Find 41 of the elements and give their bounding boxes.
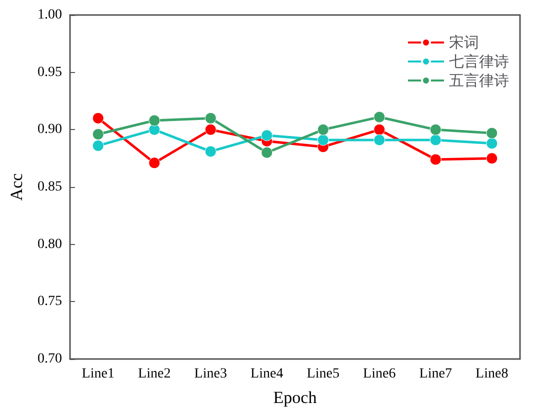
point [92, 140, 104, 152]
point [374, 124, 386, 136]
x-tick-label: Line1 [82, 366, 114, 382]
y-tick-label: 0.80 [38, 236, 62, 252]
y-axis-title: Acc [7, 172, 26, 201]
point [148, 114, 160, 126]
x-tick-label: Line7 [419, 366, 452, 382]
y-tick-label: 0.70 [38, 352, 62, 366]
legend-label: 七言律诗 [449, 52, 509, 70]
y-tick-label: 1.00 [38, 8, 62, 22]
y-tick-label: 0.85 [38, 180, 62, 194]
point [92, 128, 104, 140]
x-tick-label: Line8 [476, 366, 508, 382]
point [92, 112, 104, 124]
point [204, 146, 216, 158]
point [486, 138, 498, 150]
point [148, 157, 160, 169]
point [374, 134, 386, 146]
point [430, 154, 442, 166]
x-tick-label: Line4 [250, 366, 284, 382]
point [430, 124, 442, 136]
x-tick-label: Line6 [363, 366, 396, 382]
point [374, 111, 386, 123]
point [317, 134, 329, 146]
x-tick-label: Line3 [194, 366, 227, 382]
y-tick-label: 0.75 [38, 294, 62, 310]
point [486, 152, 498, 164]
legend-label: 五言律诗 [449, 72, 509, 90]
point [430, 134, 442, 146]
point [204, 124, 216, 136]
point [204, 112, 216, 124]
x-tick-label: Line5 [306, 366, 340, 382]
point [317, 124, 329, 136]
legend-label: 宋词 [449, 34, 479, 52]
point [486, 127, 498, 139]
x-tick-label: Line2 [138, 366, 171, 382]
point [261, 130, 273, 142]
y-tick-label: 0.90 [38, 122, 62, 138]
y-tick-label: 0.95 [38, 64, 62, 80]
point [261, 146, 273, 158]
x-axis-title: Epoch [273, 388, 318, 407]
